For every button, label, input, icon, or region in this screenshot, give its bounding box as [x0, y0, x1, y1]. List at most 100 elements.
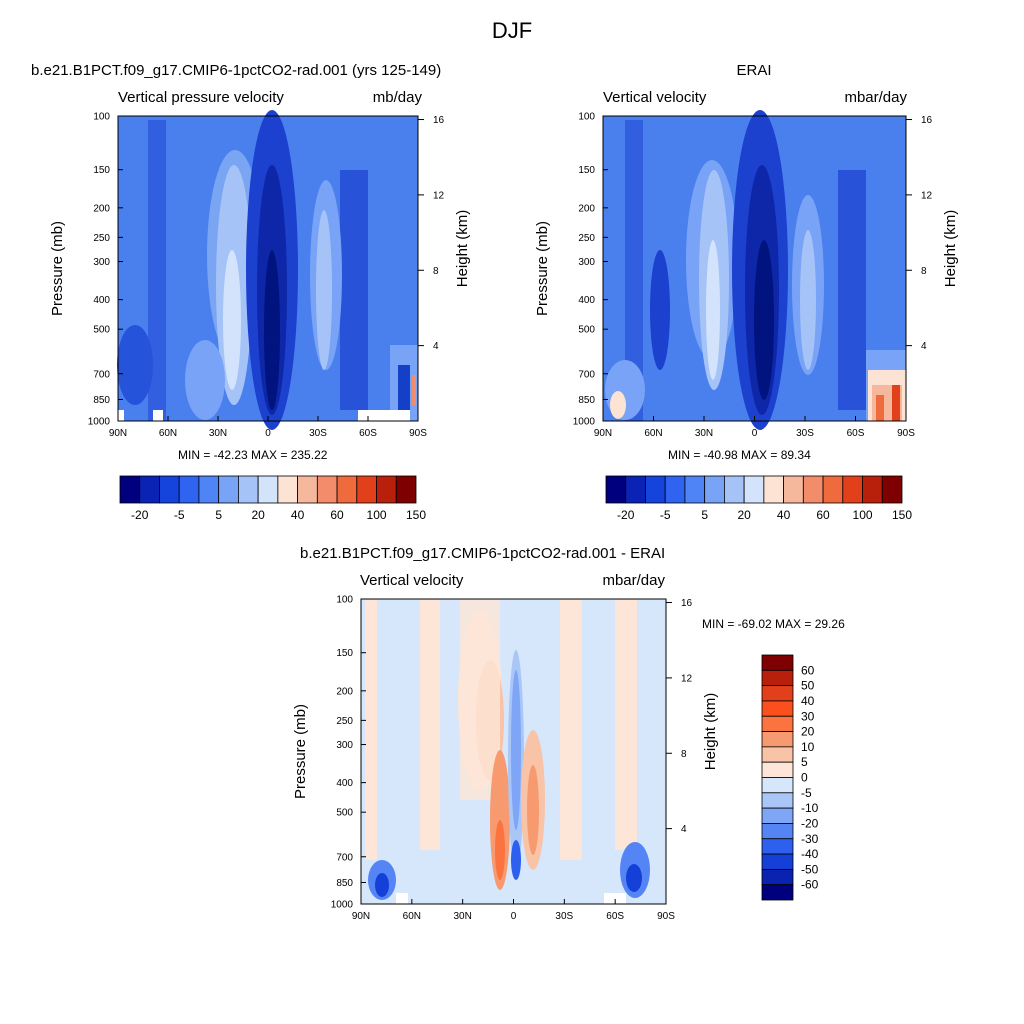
- height-tick-label: 8: [681, 749, 687, 760]
- pressure-axis-title: Pressure (mb): [292, 704, 309, 799]
- pressure-tick-label: 700: [336, 852, 353, 863]
- panel3-axes: 100 150 200 250 300 400 500 700 850 1000 4 8 12 16 90N…: [292, 595, 719, 923]
- lat-tick-label: 0: [752, 428, 758, 439]
- height-tick-label: 16: [921, 115, 933, 126]
- colorbar-label: 100: [367, 508, 387, 522]
- lat-tick-label: 30S: [309, 428, 327, 439]
- colorbar-2-boxes: [605, 475, 903, 504]
- height-tick-label: 12: [433, 190, 445, 201]
- colorbar-label: -5: [801, 786, 812, 800]
- panel3-stats: MIN = -69.02 MAX = 29.26: [702, 617, 845, 631]
- panel2-subtitle-right: mbar/day: [844, 89, 907, 106]
- panel2-subtitle-left: Vertical velocity: [603, 89, 707, 106]
- colorbar-label: 150: [892, 508, 912, 522]
- pressure-tick-label: 150: [336, 648, 353, 659]
- panel1-title: b.e21.B1PCT.f09_g17.CMIP6-1pctCO2-rad.00…: [31, 62, 442, 79]
- pressure-tick-label: 1000: [88, 417, 111, 428]
- panel2-title: ERAI: [736, 62, 772, 79]
- colorbar-label: 40: [291, 508, 305, 522]
- colorbar-label: 60: [801, 663, 815, 677]
- pressure-tick-label: 700: [578, 369, 595, 380]
- panel3-subtitle-left: Vertical velocity: [360, 572, 464, 589]
- pressure-tick-label: 850: [93, 395, 110, 406]
- lat-tick-label: 90N: [352, 911, 370, 922]
- panel2-stats: MIN = -40.98 MAX = 89.34: [668, 448, 811, 462]
- pressure-tick-label: 200: [578, 203, 595, 214]
- pressure-tick-label: 850: [336, 878, 353, 889]
- colorbar-box: [761, 807, 794, 824]
- colorbar-label: 20: [801, 725, 815, 739]
- pressure-tick-label: 300: [336, 740, 353, 751]
- colorbar-label: -5: [174, 508, 185, 522]
- lat-tick-label: 60N: [403, 911, 421, 922]
- colorbar-label: -60: [801, 878, 819, 892]
- colorbar-box: [761, 654, 794, 671]
- colorbar-label: 50: [801, 679, 815, 693]
- height-axis-title: Height (km): [942, 210, 959, 288]
- height-tick-label: 4: [681, 824, 687, 835]
- colorbar-box: [761, 777, 794, 794]
- colorbar-1-boxes: [119, 475, 417, 504]
- pressure-tick-label: 400: [93, 295, 110, 306]
- colorbar-box: [395, 475, 417, 504]
- panel1-axes: 100 150 200 250 300 400 500 700 850 1000 4 8 12 16 90N…: [49, 112, 471, 440]
- lat-tick-label: 60S: [359, 428, 377, 439]
- pressure-axis-title: Pressure (mb): [534, 221, 551, 316]
- lat-tick-label: 90S: [409, 428, 427, 439]
- height-tick-label: 12: [921, 190, 933, 201]
- panel1-subtitle-left: Vertical pressure velocity: [118, 89, 284, 106]
- colorbar-label: -10: [801, 801, 819, 815]
- lat-tick-label: 30N: [453, 911, 471, 922]
- colorbar-box: [761, 731, 794, 748]
- panel3-subtitle-right: mbar/day: [602, 572, 665, 589]
- pressure-tick-label: 250: [336, 716, 353, 727]
- pressure-tick-label: 1000: [331, 900, 354, 911]
- figure-title: DJF: [491, 18, 533, 43]
- pressure-tick-label: 150: [578, 165, 595, 176]
- lat-tick-label: 60N: [644, 428, 662, 439]
- colorbar-label: -20: [801, 816, 819, 830]
- colorbar-box: [761, 761, 794, 778]
- colorbar-label: 60: [816, 508, 830, 522]
- colorbar-label: 30: [801, 709, 815, 723]
- lat-tick-label: 90N: [109, 428, 127, 439]
- colorbar-label: 0: [801, 771, 808, 785]
- colorbar-box: [761, 700, 794, 717]
- colorbar-box: [761, 884, 794, 901]
- lat-tick-label: 60S: [606, 911, 624, 922]
- colorbar-label: 100: [853, 508, 873, 522]
- lat-tick-label: 0: [265, 428, 271, 439]
- pressure-tick-label: 500: [336, 808, 353, 819]
- lat-tick-label: 30N: [209, 428, 227, 439]
- colorbar-label: -40: [801, 847, 819, 861]
- lat-tick-label: 30S: [796, 428, 814, 439]
- height-tick-label: 8: [921, 266, 927, 277]
- colorbar-label: -50: [801, 862, 819, 876]
- colorbar-label: 20: [737, 508, 751, 522]
- panel3-field: [361, 599, 666, 904]
- colorbar-label: -20: [131, 508, 149, 522]
- panel1-field: [117, 110, 422, 430]
- colorbar-label: -5: [660, 508, 671, 522]
- pressure-tick-label: 200: [336, 686, 353, 697]
- lat-tick-label: 30S: [555, 911, 573, 922]
- colorbar-label: 5: [215, 508, 222, 522]
- panel2-axes: 100 150 200 250 300 400 500 700 850 1000 4 8 12 16 90N…: [534, 112, 959, 440]
- panel3-title: b.e21.B1PCT.f09_g17.CMIP6-1pctCO2-rad.00…: [300, 545, 666, 562]
- height-tick-label: 4: [433, 341, 439, 352]
- height-tick-label: 16: [433, 115, 445, 126]
- pressure-tick-label: 300: [578, 257, 595, 268]
- height-tick-label: 16: [681, 598, 693, 609]
- panel2-field: [603, 110, 906, 430]
- colorbar-label: -20: [617, 508, 635, 522]
- colorbar-label: 5: [701, 508, 708, 522]
- colorbar-box: [761, 685, 794, 702]
- pressure-tick-label: 300: [93, 257, 110, 268]
- pressure-tick-label: 200: [93, 203, 110, 214]
- colorbar-box: [761, 838, 794, 855]
- lat-tick-label: 30N: [695, 428, 713, 439]
- lat-tick-label: 0: [511, 911, 517, 922]
